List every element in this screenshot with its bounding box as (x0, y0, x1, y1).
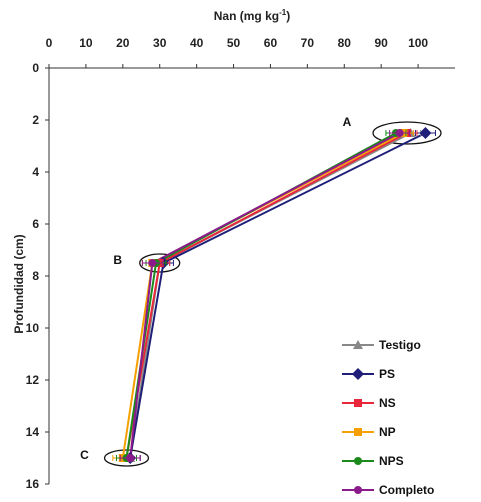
legend-swatch-marker (354, 457, 362, 465)
series-line (129, 132, 412, 459)
legend-swatch-marker (352, 368, 364, 380)
group-ellipses (103, 121, 442, 467)
legend: Testigo PS NS NP NPS Completo (342, 338, 434, 497)
x-tick-label: 10 (79, 36, 93, 50)
legend-label: NS (379, 396, 396, 410)
series-line (129, 132, 401, 459)
legend-label: NP (379, 425, 396, 439)
x-axis-title-sup: -1 (279, 8, 287, 17)
x-tick-label: 0 (46, 36, 53, 50)
x-tick-label: 20 (116, 36, 130, 50)
x-tick-label: 70 (301, 36, 315, 50)
legend-label: Testigo (379, 338, 421, 352)
y-tick-label: 4 (32, 165, 39, 179)
group-label: A (343, 115, 352, 129)
y-tick-label: 12 (26, 373, 40, 387)
series-line (125, 132, 408, 459)
x-axis-title: Nan (mg kg-1) (214, 8, 290, 23)
annotation-labels: A B C (80, 115, 352, 462)
y-tick-label: 0 (32, 61, 39, 75)
data-point (148, 259, 157, 267)
data-point (126, 454, 135, 462)
y-tick-label: 6 (32, 217, 39, 231)
x-tick-label: 40 (190, 36, 204, 50)
series-markers (112, 127, 436, 464)
axes: 0 10 20 30 40 50 60 70 80 90 100 0 2 4 6 8 10 12 14 16 (26, 36, 455, 491)
x-tick-label: 90 (375, 36, 389, 50)
series-line (121, 132, 404, 459)
y-tick-label: 16 (26, 477, 40, 491)
data-point (419, 127, 432, 139)
legend-swatch-marker (354, 428, 362, 436)
group-ellipse (103, 449, 150, 467)
x-axis-title-main: Nan (mg kg (214, 9, 279, 23)
legend-swatch-marker (354, 399, 362, 407)
y-axis-title: Profundidad (cm) (12, 234, 26, 333)
x-tick-label: 80 (338, 36, 352, 50)
legend-swatch-marker (353, 340, 363, 349)
x-tick-label: 30 (153, 36, 167, 50)
y-tick-label: 14 (26, 425, 40, 439)
legend-label: PS (379, 367, 395, 381)
group-ellipse (139, 253, 181, 273)
y-tick-label: 10 (26, 321, 40, 335)
legend-label: Completo (379, 483, 434, 497)
series-line (125, 132, 397, 459)
x-tick-label: 60 (264, 36, 278, 50)
x-tick-label: 50 (227, 36, 241, 50)
data-point (395, 129, 404, 137)
y-tick-label: 8 (32, 269, 39, 283)
group-ellipse (372, 121, 442, 145)
legend-swatch-marker (354, 486, 362, 494)
group-label: B (113, 253, 122, 267)
group-label: C (80, 448, 89, 462)
x-axis-title-close: ) (286, 9, 290, 23)
x-tick-label: 100 (408, 36, 428, 50)
y-tick-label: 2 (32, 113, 39, 127)
legend-label: NPS (379, 454, 404, 468)
